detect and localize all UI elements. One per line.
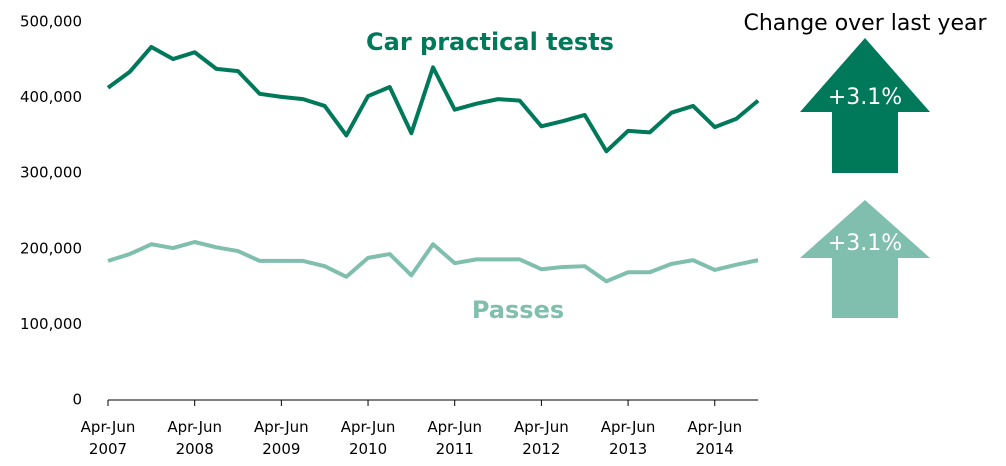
change-arrow: [800, 38, 930, 173]
y-tick-label: 300,000: [20, 164, 82, 182]
x-tick-label: Apr-Jun 2011: [427, 418, 483, 458]
x-tick-label: Apr-Jun 2012: [514, 418, 569, 458]
change-arrow: [800, 200, 930, 318]
series-label: Car practical tests: [366, 28, 614, 56]
x-tick-label: Apr-Jun 2014: [687, 418, 743, 458]
change-title: Change over last year: [743, 11, 987, 36]
x-tick-label: Apr-Jun 2008: [167, 418, 223, 458]
series-label: Passes: [472, 296, 564, 324]
x-tick-label: Apr-Jun 2007: [80, 418, 136, 458]
y-tick-label: 0: [72, 391, 82, 409]
change-label: +3.1%: [828, 231, 902, 256]
y-tick-label: 500,000: [20, 13, 82, 31]
y-tick-label: 200,000: [20, 239, 82, 257]
series-line: [106, 44, 760, 154]
x-tick-label: Apr-Jun 2013: [600, 418, 656, 458]
y-tick-label: 400,000: [20, 88, 82, 106]
x-tick-label: Apr-Jun 2010: [340, 418, 396, 458]
change-label: +3.1%: [828, 85, 902, 110]
series-line: [107, 239, 759, 284]
x-tick-label: Apr-Jun 2009: [254, 418, 309, 458]
y-tick-label: 100,000: [20, 315, 82, 333]
